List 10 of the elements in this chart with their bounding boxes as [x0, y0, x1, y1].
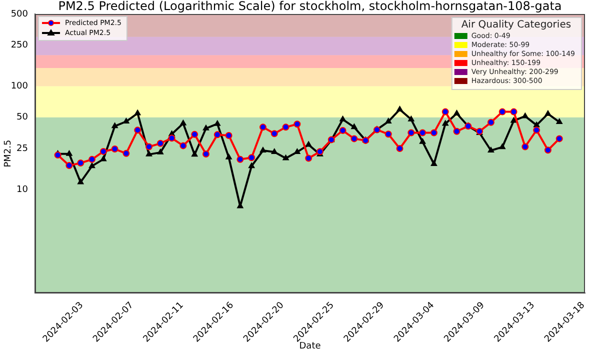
x-axis-title: Date: [299, 341, 322, 352]
y-tick-label: 10: [16, 184, 28, 195]
chart-title: PM2.5 Predicted (Logarithmic Scale) for stockholm, stockholm-hornsgatan-108-gata: [58, 0, 562, 14]
y-axis-title: PM2.5: [3, 140, 14, 168]
y-tick-label: 500: [10, 9, 28, 20]
y-tick-label: 250: [10, 40, 28, 50]
y-tick-label: 50: [16, 112, 28, 123]
y-tick-label: 100: [10, 82, 28, 92]
legend-title: Air Quality Categories: [461, 20, 572, 31]
y-tick-label: 25: [16, 144, 28, 154]
